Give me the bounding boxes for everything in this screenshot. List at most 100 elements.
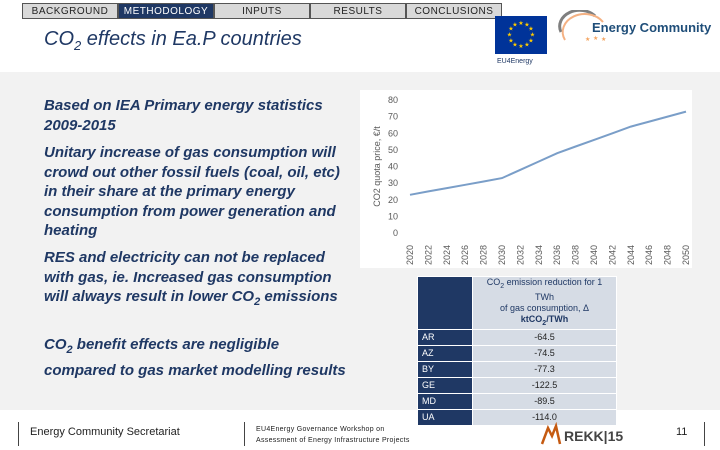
footer-divider: [18, 422, 19, 446]
svg-text:★: ★: [508, 38, 513, 45]
co2-price-chart: CO2 quota price, €/t 0 10 20 30 40 50 60 70 80 202…: [360, 90, 692, 268]
svg-text:★: ★: [512, 42, 517, 49]
energy-community-logo-icon: ★ ★ ★: [558, 10, 606, 43]
country-cell: BY: [417, 360, 473, 378]
svg-text:★: ★: [518, 43, 523, 50]
footer-divider: [704, 422, 705, 446]
table-row: MD -89.5: [417, 392, 617, 410]
country-cell: GE: [417, 376, 473, 394]
x-tick-label: 2036: [552, 245, 562, 265]
y-tick-label: 80: [388, 95, 398, 105]
footer-workshop-line2: Assessment of Energy Infrastructure Proj…: [256, 437, 410, 444]
country-cell: AZ: [417, 344, 473, 362]
value-cell: -114.0: [472, 408, 617, 426]
p3-sub: 2: [254, 296, 261, 308]
header-line1-suffix: emission reduction for 1 TWh: [504, 277, 603, 302]
svg-text:★: ★: [528, 38, 533, 45]
y-tick-label: 0: [393, 228, 398, 238]
p3-end: emissions: [260, 288, 338, 305]
y-axis-label: CO2 quota price, €/t: [372, 126, 382, 207]
svg-text:★: ★: [528, 26, 533, 33]
x-tick-label: 2048: [663, 245, 673, 265]
p4-text: benefit effects are negligible compared …: [44, 336, 346, 379]
series-line: [409, 110, 687, 196]
eu4energy-label: EU4Energy: [497, 58, 533, 65]
x-tick-label: 2034: [534, 245, 544, 265]
paragraph-iea-source: Based on IEA Primary energy statistics 2…: [44, 97, 323, 134]
co2-price-chart-svg: CO2 quota price, €/t01020304050607080202…: [372, 95, 691, 265]
country-cell: UA: [417, 408, 473, 426]
svg-text:★: ★: [512, 22, 517, 29]
header-line2: of gas consumption, Δ: [499, 302, 590, 313]
title-suffix: effects in Ea.P countries: [81, 28, 302, 50]
footer-divider: [244, 422, 245, 446]
footer-workshop-line1: EU4Energy Governance Workshop on: [256, 426, 385, 433]
footer-organization: Energy Community Secretariat: [30, 426, 180, 438]
value-cell: -89.5: [472, 392, 617, 410]
x-tick-label: 2046: [644, 245, 654, 265]
tab-methodology[interactable]: METHODOLOGY: [118, 3, 214, 19]
tab-background[interactable]: BACKGROUND: [22, 3, 118, 19]
x-tick-label: 2050: [681, 245, 691, 265]
paragraph-crowd-out: Unitary increase of gas consumption will…: [44, 144, 340, 239]
x-tick-label: 2040: [589, 245, 599, 265]
title-sub: 2: [74, 38, 82, 53]
rekk-logo-icon: REKK|15: [540, 422, 623, 445]
header-line1-sub: 2: [500, 282, 505, 290]
y-tick-label: 30: [388, 178, 398, 188]
table-row: UA -114.0: [417, 408, 617, 426]
value-cell: -122.5: [472, 376, 617, 394]
paragraph-res: RES and electricity can not be replaced …: [44, 248, 354, 313]
x-tick-label: 2024: [442, 245, 452, 265]
x-tick-label: 2030: [497, 245, 507, 265]
svg-text:★: ★: [593, 35, 598, 42]
tab-results[interactable]: RESULTS: [310, 3, 406, 19]
table-row: AZ -74.5: [417, 344, 617, 362]
paragraph-benefit: CO2 benefit effects are negligible compa…: [44, 335, 354, 380]
table-header-cell: CO2 emission reduction for 1 TWh of gas …: [472, 276, 617, 330]
country-cell: MD: [417, 392, 473, 410]
p4-sub: 2: [66, 344, 73, 356]
svg-text:★: ★: [585, 36, 590, 43]
x-tick-label: 2032: [515, 245, 525, 265]
svg-text:★: ★: [518, 20, 523, 27]
y-tick-label: 10: [388, 211, 398, 221]
x-tick-label: 2020: [405, 245, 415, 265]
tab-conclusions[interactable]: CONCLUSIONS: [406, 3, 502, 19]
x-tick-label: 2038: [571, 245, 581, 265]
energy-community-name: Energy Community: [592, 20, 712, 35]
table-header-row: CO2 emission reduction for 1 TWh of gas …: [417, 276, 617, 330]
p4-start: CO: [44, 336, 67, 353]
y-tick-label: 40: [388, 162, 398, 172]
svg-text:★: ★: [508, 26, 513, 33]
header-line3: ktCO: [520, 313, 543, 324]
table-row: GE -122.5: [417, 376, 617, 394]
y-tick-label: 70: [388, 112, 398, 122]
svg-text:★: ★: [524, 22, 529, 29]
p3-text: RES and electricity can not be replaced …: [44, 249, 332, 305]
x-tick-label: 2044: [626, 245, 636, 265]
x-tick-label: 2042: [607, 245, 617, 265]
header-line3-sub: 2: [542, 319, 547, 327]
x-tick-label: 2022: [423, 245, 433, 265]
y-tick-label: 50: [388, 145, 398, 155]
value-cell: -74.5: [472, 344, 617, 362]
header-line3-suffix: /TWh: [546, 313, 569, 324]
value-cell: -77.3: [472, 360, 617, 378]
svg-text:★: ★: [530, 32, 535, 39]
y-tick-label: 60: [388, 128, 398, 138]
header-line1-prefix: CO: [486, 277, 501, 287]
slide-number: 11: [676, 426, 688, 438]
tab-inputs[interactable]: INPUTS: [214, 3, 310, 19]
svg-text:★: ★: [601, 36, 606, 43]
section-nav: BACKGROUND METHODOLOGY INPUTS RESULTS CO…: [22, 3, 502, 19]
country-cell: AR: [417, 328, 473, 346]
co2-reduction-table: CO2 emission reduction for 1 TWh of gas …: [417, 276, 617, 426]
table-header-blank: [417, 276, 473, 330]
x-tick-label: 2026: [460, 245, 470, 265]
page-title: CO2 effects in Ea.P countries: [44, 28, 302, 53]
table-row: BY -77.3: [417, 360, 617, 378]
title-prefix: CO: [44, 28, 74, 50]
y-tick-label: 20: [388, 195, 398, 205]
rekk-logo-text: REKK|15: [564, 428, 623, 444]
